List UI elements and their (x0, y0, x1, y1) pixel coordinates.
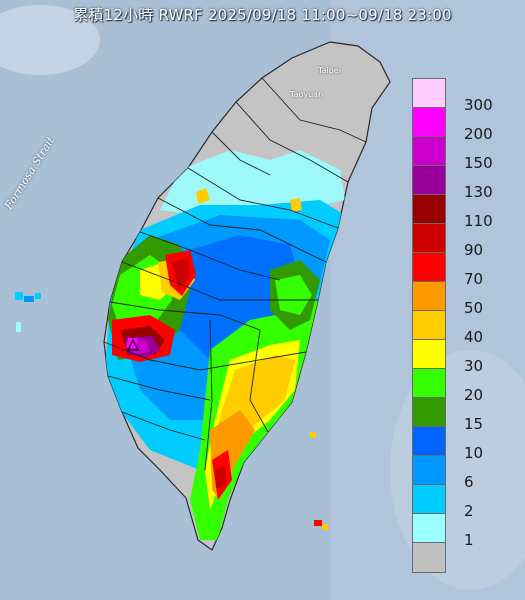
legend-label: 70 (464, 270, 484, 288)
legend-swatch (412, 136, 446, 167)
legend-label: 15 (464, 415, 484, 433)
cloud-patch (0, 5, 100, 75)
legend-swatch (412, 339, 446, 370)
rain-area-20mm (275, 275, 312, 315)
legend-label: 90 (464, 241, 484, 259)
legend-swatch (412, 223, 446, 254)
penghu-rain (24, 296, 34, 302)
legend-label: 40 (464, 328, 484, 346)
legend-swatch (412, 165, 446, 196)
orchid-island-rain (322, 524, 328, 530)
legend-label: 300 (464, 96, 493, 114)
legend-label: 50 (464, 299, 484, 317)
city-label-taipei: Taipei (318, 66, 341, 75)
legend-swatch (412, 542, 446, 573)
legend-label: 30 (464, 357, 484, 375)
rain-area-40mm (212, 355, 295, 490)
legend-label: 130 (464, 183, 493, 201)
penghu-rain (15, 292, 23, 300)
legend-swatch (412, 78, 446, 109)
rain-area-90mm (172, 258, 190, 288)
map-title: 累積12小時 RWRF 2025/09/18 11:00~09/18 23:00 (73, 6, 452, 24)
legend-swatch (412, 397, 446, 428)
rainfall-legend: 300 200 150 130 110 90 70 50 40 30 20 15 10 6 2 1 (412, 78, 508, 573)
rain-area-10mm (175, 235, 300, 360)
legend-label: 20 (464, 386, 484, 404)
legend-label: 2 (464, 502, 474, 520)
legend-swatch (412, 484, 446, 515)
penghu-rain (35, 293, 41, 299)
legend-swatch (412, 107, 446, 138)
legend-swatch (412, 252, 446, 283)
legend-label: 200 (464, 125, 493, 143)
legend-label: 6 (464, 473, 474, 491)
legend-swatch (412, 310, 446, 341)
legend-swatch (412, 281, 446, 312)
legend-swatch (412, 426, 446, 457)
rain-area-40mm (196, 188, 210, 204)
rain-area-40mm (290, 198, 302, 212)
rain-area-90mm (215, 466, 226, 488)
green-island-rain (310, 432, 316, 438)
station-marker-icon (126, 338, 140, 351)
legend-swatch (412, 455, 446, 486)
city-label-taoyuan: Taoyuan (290, 90, 324, 99)
legend-swatch (412, 368, 446, 399)
penghu-rain (16, 322, 21, 332)
legend-label: 110 (464, 212, 493, 230)
legend-label: 150 (464, 154, 493, 172)
county-boundaries (103, 77, 367, 471)
legend-swatch (412, 513, 446, 544)
legend-label: 1 (464, 531, 474, 549)
legend-label: 10 (464, 444, 484, 462)
orchid-island-rain (314, 520, 322, 526)
legend-swatch (412, 194, 446, 225)
